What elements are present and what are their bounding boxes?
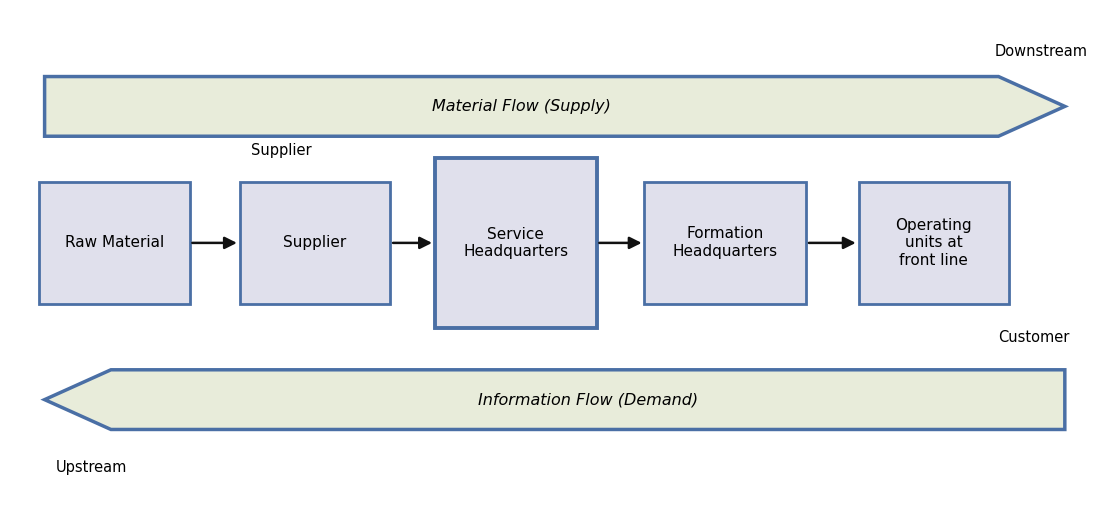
FancyBboxPatch shape <box>859 182 1009 304</box>
Text: Upstream: Upstream <box>56 460 127 474</box>
Text: Downstream: Downstream <box>995 45 1087 59</box>
FancyBboxPatch shape <box>39 182 190 304</box>
Text: Service
Headquarters: Service Headquarters <box>463 227 569 259</box>
Text: Customer: Customer <box>998 330 1069 345</box>
Polygon shape <box>45 370 1065 430</box>
Text: Formation
Headquarters: Formation Headquarters <box>672 226 778 259</box>
Text: Material Flow (Supply): Material Flow (Supply) <box>433 99 611 114</box>
Text: Raw Material: Raw Material <box>65 235 164 250</box>
FancyBboxPatch shape <box>435 158 597 328</box>
Text: Information Flow (Demand): Information Flow (Demand) <box>478 392 698 407</box>
FancyBboxPatch shape <box>644 182 806 304</box>
Text: Supplier: Supplier <box>283 235 347 250</box>
FancyBboxPatch shape <box>240 182 390 304</box>
Text: Supplier: Supplier <box>251 143 311 158</box>
Polygon shape <box>45 77 1065 136</box>
Text: Operating
units at
front line: Operating units at front line <box>895 218 972 267</box>
